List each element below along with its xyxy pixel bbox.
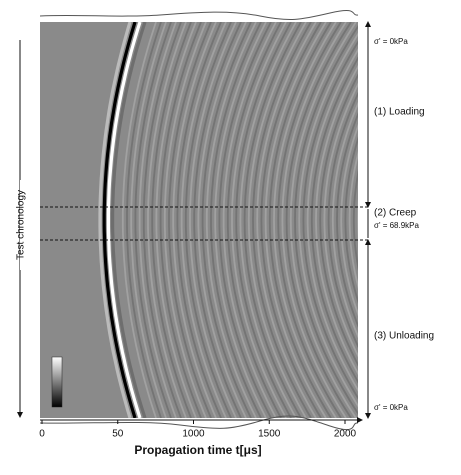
- wave-stripe: [260, 22, 322, 418]
- top-trace: [39, 10, 359, 21]
- wave-stripe: [147, 22, 187, 418]
- wave-stripe: [155, 22, 197, 418]
- wave-stripe: [252, 22, 312, 418]
- x-tick-label: 50: [112, 429, 124, 440]
- wave-stripe: [235, 22, 292, 418]
- wave-stripe: [387, 22, 461, 418]
- wave-stripe: [277, 22, 342, 418]
- phase-annotation: (3) Unloading: [374, 331, 434, 342]
- wave-stripe: [222, 22, 277, 418]
- wave-stripe: [336, 112, 358, 328]
- wave-stripe: [243, 22, 302, 418]
- wave-stripe: [268, 22, 332, 418]
- colorbar: [51, 356, 63, 408]
- wave-stripe: [239, 22, 297, 418]
- wave-stripe: [294, 24, 358, 416]
- wave-stripe: [205, 22, 257, 418]
- wave-stripe: [289, 22, 357, 418]
- wave-stripe: [197, 22, 247, 418]
- phase-annotation: (1) Loading: [374, 107, 425, 118]
- x-axis-label: Propagation time t[μs]: [134, 443, 261, 457]
- wave-stripe: [323, 82, 358, 358]
- wave-stripe: [184, 22, 232, 418]
- wave-stripe: [218, 22, 272, 418]
- wave-stripe: [142, 22, 182, 418]
- wave-stripe: [371, 22, 451, 418]
- wave-stripe: [357, 198, 358, 242]
- wave-stripe: [102, 22, 137, 418]
- x-tick-label: 1500: [258, 429, 281, 440]
- wave-stripe: [201, 22, 252, 418]
- x-tick-label: 2000: [334, 429, 357, 440]
- wave-stripe: [348, 150, 358, 290]
- waveform-image: [98, 22, 461, 418]
- wave-stripe: [151, 22, 192, 418]
- wave-stripe: [193, 22, 242, 418]
- phase-annotation: σ' = 68.9kPa: [374, 221, 419, 230]
- wave-stripe: [256, 22, 317, 418]
- wave-stripe: [180, 22, 227, 418]
- wave-stripe: [210, 22, 262, 418]
- wave-stripe: [281, 22, 347, 418]
- wave-stripe: [306, 48, 358, 392]
- wave-stripe: [396, 22, 461, 418]
- bottom-trace: [39, 415, 359, 431]
- wave-stripe: [189, 22, 237, 418]
- wave-stripe: [340, 123, 358, 317]
- wave-stripe: [111, 22, 147, 418]
- wave-stripe: [130, 22, 167, 418]
- wave-stripe: [172, 22, 217, 418]
- wave-stripe: [327, 91, 358, 349]
- wave-stripe: [247, 22, 307, 418]
- wave-stripe: [375, 22, 456, 418]
- x-tick-label: 0: [39, 429, 45, 440]
- x-tick-label: 1000: [182, 429, 205, 440]
- wave-stripe: [134, 22, 172, 418]
- wave-stripe: [159, 22, 202, 418]
- wave-stripe: [273, 22, 337, 418]
- wave-stripe: [285, 22, 352, 418]
- wave-stripe: [138, 22, 177, 418]
- wave-stripe: [383, 22, 461, 418]
- phase-annotation: (2) Creep: [374, 208, 417, 219]
- wave-stripe: [362, 22, 441, 418]
- wave-stripe: [352, 168, 358, 272]
- wave-stripe: [298, 32, 358, 408]
- wave-stripe: [379, 22, 461, 418]
- wave-stripe: [106, 22, 142, 418]
- wave-stripe: [176, 22, 222, 418]
- y-axis-label: Test chronology: [16, 190, 27, 260]
- wave-stripe: [126, 22, 162, 418]
- wave-stripe: [310, 56, 358, 384]
- wave-stripe: [264, 22, 327, 418]
- wave-stripe: [331, 101, 358, 339]
- wave-stripe: [366, 22, 446, 418]
- phase-annotation: σ' = 0kPa: [374, 37, 408, 46]
- wave-stripe: [98, 22, 132, 418]
- wave-stripe: [302, 40, 358, 400]
- wave-stripe: [231, 22, 287, 418]
- wave-stripe: [121, 22, 157, 418]
- wave-stripe: [163, 22, 207, 418]
- wave-stripe: [319, 73, 358, 367]
- label-backdrop: [20, 180, 32, 270]
- wave-stripe: [168, 22, 212, 418]
- wave-stripe: [315, 64, 358, 376]
- wave-stripe: [344, 136, 358, 304]
- phase-annotation: σ' = 0kPa: [374, 403, 408, 412]
- wave-stripe: [226, 22, 282, 418]
- wave-stripe: [214, 22, 267, 418]
- wave-stripe: [392, 22, 461, 418]
